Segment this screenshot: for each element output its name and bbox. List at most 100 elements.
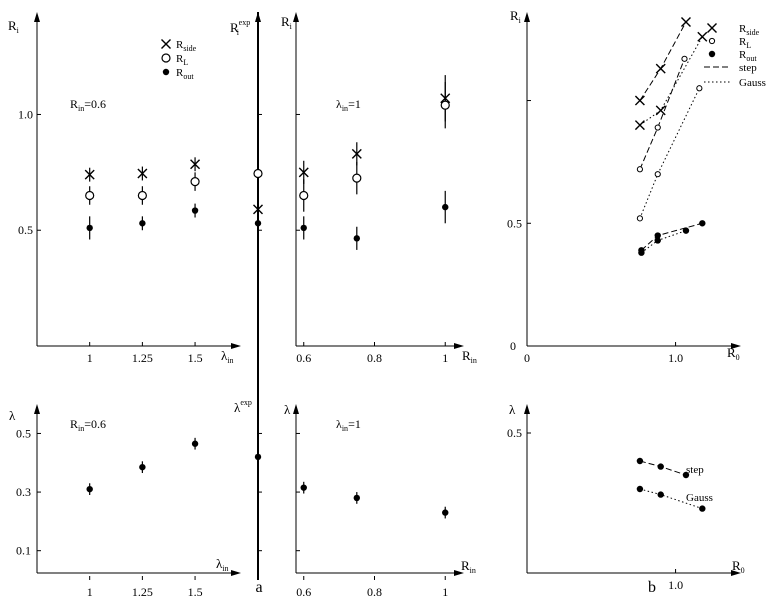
b-bottom-y-arrow bbox=[524, 404, 530, 414]
a-bottom-exp-y-title-sup: exp bbox=[240, 398, 252, 407]
b-legend-label-main: Gauss bbox=[739, 77, 766, 89]
a-top-right-point bbox=[351, 148, 362, 159]
b-legend-label-main: R bbox=[739, 23, 747, 35]
a-top-left-y-title: Ri bbox=[8, 18, 20, 35]
a-top-right-point bbox=[300, 224, 307, 232]
b-bottom-x-title: R0 bbox=[732, 558, 745, 575]
a-top-exp-y-title-sub: i bbox=[237, 28, 240, 37]
b-top-point bbox=[696, 85, 703, 92]
a-bottom-right-x-title: Rin bbox=[461, 558, 476, 575]
b-top-y-title-sub: i bbox=[519, 16, 522, 25]
a-top-right-point bbox=[298, 167, 309, 178]
a-top-right-note: λin=1 bbox=[336, 97, 361, 113]
a-top-exp-point-stroke-b bbox=[253, 204, 263, 215]
a-top-left-point bbox=[84, 169, 95, 180]
a-bottom-left-y-title-main: λ bbox=[9, 408, 16, 423]
b-legend-label: RL bbox=[739, 36, 751, 50]
a-bottom-left-note-main: R bbox=[70, 417, 78, 431]
a-top-left-y-tick-label: 1.0 bbox=[18, 107, 33, 121]
a-bottom-left-x-title: λin bbox=[216, 556, 229, 573]
b-top-point bbox=[655, 105, 666, 116]
a-top-right-x-title: Rin bbox=[462, 348, 477, 365]
a-top-right-y-arrow bbox=[293, 12, 299, 22]
a-top-exp-point bbox=[254, 220, 262, 227]
a-top-left-point bbox=[85, 190, 95, 201]
a-top-right-point bbox=[353, 235, 361, 242]
a-top-right-x-tick-label: 1 bbox=[442, 351, 448, 365]
a-top-right-y-title-main: R bbox=[281, 14, 290, 29]
b-bottom-x-tick-label: 1.0 bbox=[668, 578, 683, 592]
legend-label-sub: out bbox=[183, 72, 194, 81]
b-top-point bbox=[699, 220, 706, 227]
b-legend-label-main: R bbox=[739, 49, 747, 61]
a-bottom-left-note: Rin=0.6 bbox=[70, 417, 106, 433]
b-top-point bbox=[654, 124, 661, 131]
b-top-origin-label: 0 bbox=[510, 339, 516, 353]
a-top-left-point-stroke-b bbox=[190, 159, 201, 170]
b-top-gauss-curve bbox=[639, 88, 700, 219]
b-bottom-point bbox=[636, 457, 644, 465]
a-top-left-y-title-sub: i bbox=[17, 26, 20, 35]
a-top-left-y-tick-label: 0.5 bbox=[18, 223, 33, 237]
a-exp-arrow bbox=[255, 12, 261, 22]
a-top-left-point-stroke-b bbox=[84, 169, 95, 180]
b-legend-marker bbox=[708, 37, 716, 45]
a-top-exp-point bbox=[253, 168, 263, 179]
b-top-point-stroke-b bbox=[655, 63, 666, 74]
a-bottom-left-x-title-sub: in bbox=[222, 564, 228, 573]
b-legend-marker-stroke-b bbox=[707, 23, 717, 33]
b-top-point bbox=[680, 17, 691, 27]
a-top-left-x-tick-label: 1.25 bbox=[132, 351, 153, 365]
a-top-left-point bbox=[137, 168, 148, 179]
legend-label-sub: side bbox=[183, 44, 196, 53]
a-top-exp-point bbox=[253, 204, 263, 215]
b-bottom-x-title-main: R bbox=[732, 558, 741, 573]
a-bottom-left-x-tick-label: 1 bbox=[87, 585, 93, 599]
b-bottom-step-label: step bbox=[686, 464, 704, 476]
a-top-left-point bbox=[191, 207, 199, 214]
b-top-point bbox=[634, 120, 645, 131]
a-bottom-left-y-arrow bbox=[34, 404, 40, 414]
a-bottom-right-note-value: =1 bbox=[348, 417, 361, 431]
a-top-right-point bbox=[442, 203, 449, 211]
a-top-left-x-tick-label: 1 bbox=[87, 351, 93, 365]
a-top-left-point bbox=[137, 190, 147, 201]
b-top-x-title-sub: 0 bbox=[736, 353, 740, 362]
a-bottom-right-note-sub: in bbox=[342, 424, 348, 433]
a-bottom-right-x-tick-label: 0.6 bbox=[296, 585, 311, 599]
b-legend-label: Rside bbox=[739, 23, 760, 37]
legend-label: Rout bbox=[176, 67, 194, 81]
legend-label: RL bbox=[176, 53, 188, 67]
a-bottom-right-y-arrow bbox=[293, 404, 299, 414]
b-top-step-curve bbox=[639, 58, 685, 170]
b-top-point bbox=[634, 95, 645, 106]
a-top-left-point bbox=[86, 224, 93, 232]
b-top-y-tick-label: 0.5 bbox=[507, 216, 522, 230]
b-legend-label-sub: side bbox=[746, 28, 759, 37]
b-legend-label-main: R bbox=[739, 36, 747, 48]
a-bottom-left-point bbox=[191, 440, 199, 447]
b-top-point-stroke-b bbox=[655, 105, 666, 116]
caption-a: a bbox=[255, 579, 262, 596]
a-bottom-right-x-title-main: R bbox=[461, 558, 470, 573]
b-top-x-arrow bbox=[731, 343, 741, 349]
a-top-exp-y-title: Rexp i bbox=[230, 18, 250, 37]
a-top-right-x-title-main: R bbox=[462, 348, 471, 363]
a-top-left-note-sub: in bbox=[78, 104, 84, 113]
a-top-right-point bbox=[352, 173, 362, 183]
legend-label: Rside bbox=[176, 39, 197, 53]
a-top-right-point-stroke-b bbox=[351, 148, 362, 159]
a-bottom-left-y-tick-label: 0.3 bbox=[16, 485, 31, 499]
a-top-right-point-stroke-b bbox=[298, 167, 309, 178]
a-bottom-left-x-tick-label: 1.5 bbox=[188, 585, 203, 599]
a-bottom-exp-point bbox=[254, 453, 262, 461]
a-bottom-left-point bbox=[139, 463, 146, 471]
a-top-left-point-stroke-b bbox=[137, 168, 148, 179]
a-top-left-x-title: λin bbox=[221, 348, 234, 365]
a-top-exp-y-title-sup: exp bbox=[239, 18, 251, 27]
a-bottom-right-point bbox=[353, 494, 361, 502]
b-top-step-curve bbox=[641, 222, 703, 251]
a-top-left-x-title-sub: in bbox=[227, 356, 233, 365]
b-top-point-stroke-b bbox=[697, 31, 708, 42]
b-top-point-stroke-b bbox=[634, 95, 645, 106]
